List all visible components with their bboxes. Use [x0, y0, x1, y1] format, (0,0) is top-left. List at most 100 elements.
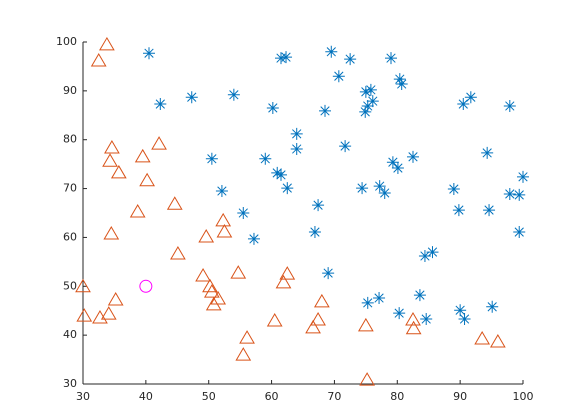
- x-tick-label: 50: [202, 390, 216, 403]
- point: [357, 317, 374, 332]
- point: [322, 267, 335, 280]
- y-tick-label: 90: [63, 84, 77, 97]
- point: [205, 296, 222, 311]
- point: [447, 183, 460, 196]
- point: [216, 224, 233, 238]
- point: [107, 291, 124, 306]
- point: [413, 289, 426, 302]
- point: [90, 53, 107, 67]
- point: [290, 142, 303, 155]
- point: [426, 246, 439, 259]
- x-tick-label: 90: [453, 390, 467, 403]
- point: [418, 249, 431, 262]
- point: [308, 226, 321, 239]
- point: [210, 290, 227, 305]
- point: [503, 187, 516, 200]
- point: [395, 78, 408, 91]
- point: [356, 182, 369, 195]
- y-tick-label: 60: [63, 230, 77, 243]
- point: [486, 300, 499, 313]
- x-tick-label: 80: [390, 390, 404, 403]
- point: [202, 278, 218, 293]
- x-tick-label: 30: [76, 390, 90, 403]
- point: [393, 307, 406, 320]
- point: [312, 199, 325, 212]
- point: [103, 226, 120, 240]
- point: [170, 246, 186, 260]
- point: [266, 312, 283, 327]
- point: [151, 136, 167, 150]
- point: [513, 226, 526, 239]
- point: [271, 166, 284, 179]
- point: [325, 45, 338, 58]
- point: [280, 51, 293, 64]
- point: [275, 274, 292, 289]
- point: [359, 105, 372, 118]
- point: [393, 73, 406, 86]
- point: [407, 150, 419, 163]
- point: [239, 330, 255, 344]
- point: [359, 372, 375, 386]
- point: [378, 186, 391, 199]
- point: [385, 52, 397, 65]
- point: [513, 188, 526, 201]
- point: [452, 204, 465, 217]
- point: [275, 52, 287, 65]
- point: [237, 207, 250, 219]
- point: [313, 293, 330, 308]
- point: [458, 313, 471, 326]
- point: [139, 172, 155, 187]
- point: [198, 228, 215, 243]
- point: [290, 127, 303, 140]
- point: [227, 88, 240, 101]
- point: [205, 152, 218, 165]
- point: [100, 306, 117, 320]
- point: [215, 212, 232, 227]
- x-tick-label: 100: [513, 390, 534, 403]
- point: [391, 162, 404, 175]
- point: [139, 279, 153, 293]
- point: [464, 91, 477, 104]
- point: [310, 312, 326, 326]
- point: [373, 292, 386, 305]
- point: [154, 98, 167, 111]
- point: [405, 312, 421, 326]
- point: [76, 308, 93, 322]
- point: [489, 333, 506, 348]
- point: [230, 265, 247, 279]
- y-tick-label: 70: [63, 182, 77, 195]
- point: [344, 53, 357, 66]
- point: [454, 304, 467, 317]
- point: [361, 296, 374, 309]
- y-tick-label: 100: [56, 35, 77, 48]
- point: [474, 331, 491, 345]
- point: [305, 319, 321, 334]
- point: [481, 146, 494, 159]
- point: [332, 70, 345, 83]
- point: [195, 268, 211, 282]
- point: [420, 313, 433, 326]
- point: [185, 91, 198, 104]
- point: [129, 204, 146, 218]
- point: [104, 140, 120, 154]
- point: [359, 85, 372, 98]
- point: [339, 140, 352, 153]
- y-tick-label: 50: [63, 279, 77, 292]
- x-tick-label: 60: [265, 390, 279, 403]
- y-tick-label: 80: [63, 133, 77, 146]
- x-tick-label: 70: [327, 390, 341, 403]
- point: [483, 204, 496, 217]
- point: [259, 152, 272, 165]
- point: [166, 196, 183, 210]
- x-tick-label: 40: [139, 390, 153, 403]
- point: [247, 232, 260, 245]
- point: [110, 164, 127, 179]
- point: [134, 148, 151, 163]
- point: [457, 98, 470, 111]
- point: [386, 156, 399, 169]
- point: [503, 100, 516, 113]
- point: [281, 182, 294, 195]
- point: [203, 284, 220, 298]
- point: [364, 83, 377, 96]
